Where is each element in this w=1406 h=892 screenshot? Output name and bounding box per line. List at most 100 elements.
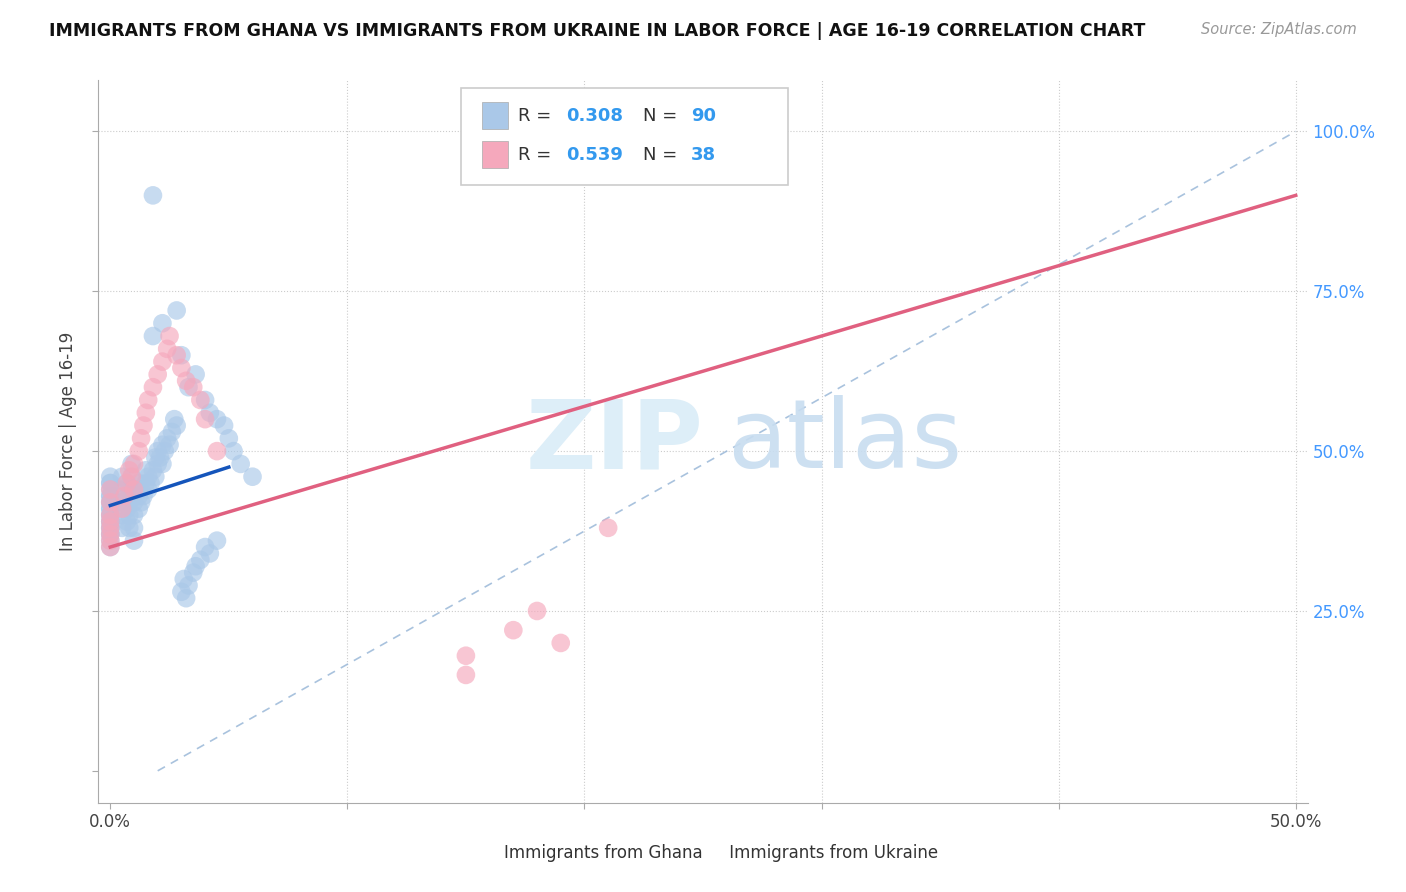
Point: [115, 476, 138, 491]
Point: [454, 648, 477, 663]
Point: [181, 380, 204, 394]
Point: [98, 483, 121, 497]
Point: [111, 469, 134, 483]
Point: [132, 489, 155, 503]
Point: [163, 412, 186, 426]
Point: [118, 495, 141, 509]
Text: 90: 90: [690, 107, 716, 125]
Point: [184, 559, 207, 574]
Point: [122, 533, 145, 548]
Point: [98, 515, 121, 529]
Point: [156, 431, 179, 445]
Point: [152, 316, 174, 330]
Point: [129, 431, 152, 445]
Point: [122, 521, 145, 535]
Point: [98, 527, 121, 541]
Point: [98, 495, 121, 509]
Point: [111, 483, 134, 497]
Point: [122, 457, 145, 471]
Point: [98, 515, 121, 529]
Point: [118, 463, 141, 477]
Point: [114, 489, 136, 503]
Point: [218, 431, 240, 445]
Point: [98, 521, 121, 535]
Point: [142, 329, 165, 343]
FancyBboxPatch shape: [498, 843, 519, 864]
Point: [121, 469, 143, 483]
Point: [598, 521, 620, 535]
Point: [128, 501, 150, 516]
Point: [142, 380, 165, 394]
Point: [142, 188, 165, 202]
FancyBboxPatch shape: [461, 87, 787, 185]
Point: [194, 540, 217, 554]
Point: [135, 463, 157, 477]
Point: [152, 438, 174, 452]
Point: [98, 476, 121, 491]
Point: [128, 476, 150, 491]
Point: [136, 483, 159, 497]
Point: [550, 636, 572, 650]
Point: [118, 521, 141, 535]
Point: [160, 425, 183, 439]
Point: [98, 483, 121, 497]
Point: [170, 584, 193, 599]
Point: [98, 527, 121, 541]
Text: Source: ZipAtlas.com: Source: ZipAtlas.com: [1201, 22, 1357, 37]
FancyBboxPatch shape: [482, 141, 509, 169]
Point: [152, 354, 174, 368]
Point: [121, 469, 143, 483]
Point: [98, 515, 121, 529]
Point: [98, 489, 121, 503]
Point: [198, 546, 221, 560]
Point: [166, 303, 188, 318]
Point: [149, 450, 172, 465]
Point: [118, 483, 141, 497]
Point: [122, 508, 145, 522]
Point: [146, 444, 169, 458]
Point: [502, 623, 524, 637]
Point: [194, 412, 217, 426]
Point: [205, 412, 228, 426]
Point: [128, 489, 150, 503]
Point: [170, 361, 193, 376]
Point: [205, 533, 228, 548]
Point: [98, 533, 121, 548]
Point: [98, 521, 121, 535]
Point: [111, 521, 134, 535]
Text: N =: N =: [643, 107, 682, 125]
Point: [143, 469, 166, 483]
Point: [118, 508, 141, 522]
Point: [526, 604, 548, 618]
Point: [98, 508, 121, 522]
Point: [136, 392, 159, 407]
Point: [98, 495, 121, 509]
Point: [166, 418, 188, 433]
Point: [98, 508, 121, 522]
Text: N =: N =: [643, 145, 682, 164]
Point: [115, 476, 138, 491]
Point: [174, 374, 197, 388]
Point: [159, 438, 181, 452]
Text: Immigrants from Ukraine: Immigrants from Ukraine: [703, 845, 938, 863]
Point: [156, 342, 179, 356]
Point: [128, 444, 150, 458]
Point: [190, 392, 212, 407]
Point: [173, 572, 195, 586]
Point: [122, 483, 145, 497]
Point: [121, 457, 143, 471]
Point: [111, 501, 134, 516]
Point: [242, 469, 264, 483]
Point: [159, 329, 181, 343]
Point: [132, 418, 155, 433]
Point: [184, 368, 207, 382]
Point: [194, 392, 217, 407]
Point: [98, 527, 121, 541]
Point: [98, 501, 121, 516]
Point: [115, 501, 138, 516]
Point: [146, 457, 169, 471]
Text: Immigrants from Ghana: Immigrants from Ghana: [505, 845, 703, 863]
Point: [98, 540, 121, 554]
Point: [152, 457, 174, 471]
Point: [142, 463, 165, 477]
